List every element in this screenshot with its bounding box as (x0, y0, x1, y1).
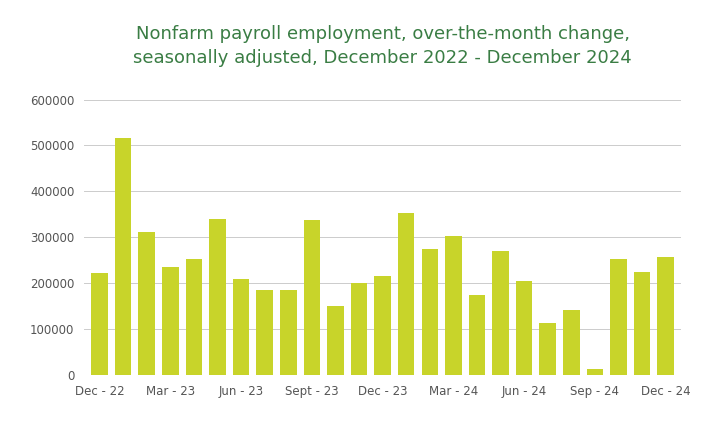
Bar (398, 213, 414, 375)
Bar (657, 257, 674, 375)
Bar (138, 232, 155, 375)
Bar (492, 251, 509, 375)
Bar (374, 276, 391, 375)
Bar (303, 220, 320, 375)
Bar (563, 310, 580, 375)
Title: Nonfarm payroll employment, over-the-month change,
seasonally adjusted, December: Nonfarm payroll employment, over-the-mon… (133, 25, 632, 67)
Bar (209, 219, 226, 375)
Bar (634, 272, 650, 375)
Bar (115, 138, 131, 375)
Bar (469, 295, 485, 375)
Bar (91, 273, 108, 375)
Bar (327, 306, 344, 375)
Bar (233, 279, 249, 375)
Bar (421, 249, 438, 375)
Bar (516, 281, 532, 375)
Bar (610, 259, 627, 375)
Bar (162, 267, 178, 375)
Bar (185, 259, 202, 375)
Bar (351, 283, 367, 375)
Bar (256, 290, 273, 375)
Bar (539, 322, 556, 375)
Bar (280, 290, 296, 375)
Bar (587, 369, 603, 375)
Bar (445, 236, 462, 375)
